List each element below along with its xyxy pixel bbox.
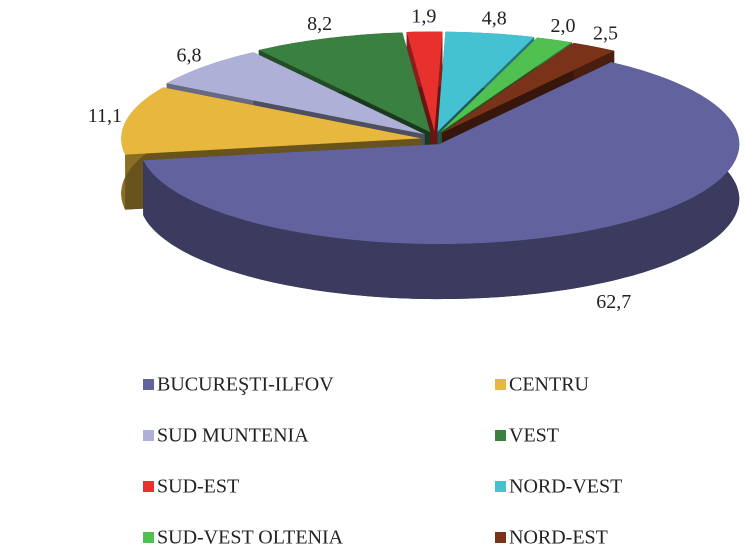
slice-rim [143, 62, 740, 300]
data-label: 2,5 [593, 22, 618, 44]
data-label: 1,9 [411, 6, 436, 28]
legend-swatch [143, 532, 154, 543]
legend-swatch [143, 481, 154, 492]
slice [121, 87, 422, 155]
legend-label: BUCUREŞTI-ILFOV [157, 374, 334, 396]
legend-swatch [495, 532, 506, 543]
legend-label: NORD-VEST [509, 476, 622, 498]
legend-label: NORD-EST [509, 527, 608, 549]
slice [166, 52, 425, 135]
legend-label: SUD-VEST OLTENIA [157, 527, 344, 549]
legend-swatch [143, 379, 154, 390]
slice [143, 62, 740, 245]
slice [442, 42, 615, 133]
data-label: 8,2 [307, 13, 332, 35]
legend-label: SUD MUNTENIA [157, 425, 309, 447]
data-label: 4,8 [482, 8, 507, 30]
data-label: 11,1 [88, 105, 122, 127]
legend-label: VEST [509, 425, 559, 447]
legend-swatch [495, 430, 506, 441]
data-label: 2,0 [551, 15, 576, 37]
legend-swatch [143, 430, 154, 441]
legend-label: CENTRU [509, 374, 590, 396]
slice [258, 32, 431, 133]
slice [440, 37, 572, 133]
slice [437, 31, 535, 132]
legend-swatch [495, 379, 506, 390]
slice [406, 31, 443, 132]
legend-label: SUD-EST [157, 476, 239, 498]
data-label: 62,7 [596, 291, 631, 313]
legend-swatch [495, 481, 506, 492]
data-label: 6,8 [176, 45, 201, 67]
